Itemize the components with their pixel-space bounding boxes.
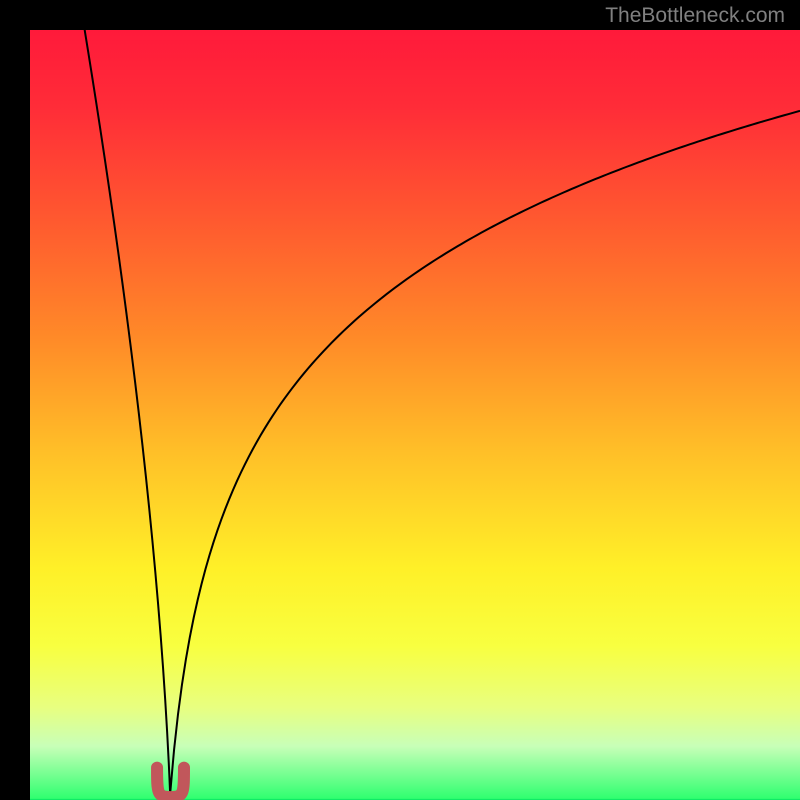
plot-svg xyxy=(30,30,800,800)
watermark-text: TheBottleneck.com xyxy=(605,4,785,28)
plot-area xyxy=(30,30,800,800)
